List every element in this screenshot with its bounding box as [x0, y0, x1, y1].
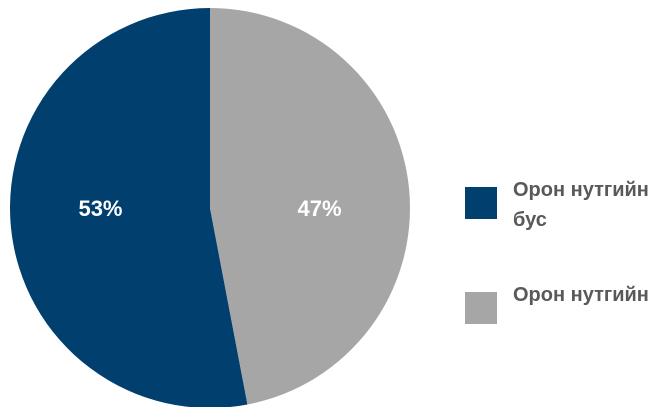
legend-item-non-local: Орон нутгийн бус: [465, 175, 658, 235]
legend-item-local: Орон нутгийн: [465, 280, 658, 324]
legend-swatch-local: [465, 292, 497, 324]
slice-data-label-1: 47%: [297, 196, 341, 221]
chart-legend: Орон нутгийн бус Орон нутгийн: [465, 175, 658, 369]
pie-slice-1: [210, 8, 410, 405]
slice-data-label-0: 53%: [78, 196, 122, 221]
legend-swatch-non-local: [465, 187, 497, 219]
pie-slice-0: [10, 8, 248, 407]
pie-chart: 53% 47%: [10, 8, 410, 407]
legend-label-non-local: Орон нутгийн бус: [513, 179, 649, 231]
legend-label-local: Орон нутгийн: [513, 284, 649, 306]
